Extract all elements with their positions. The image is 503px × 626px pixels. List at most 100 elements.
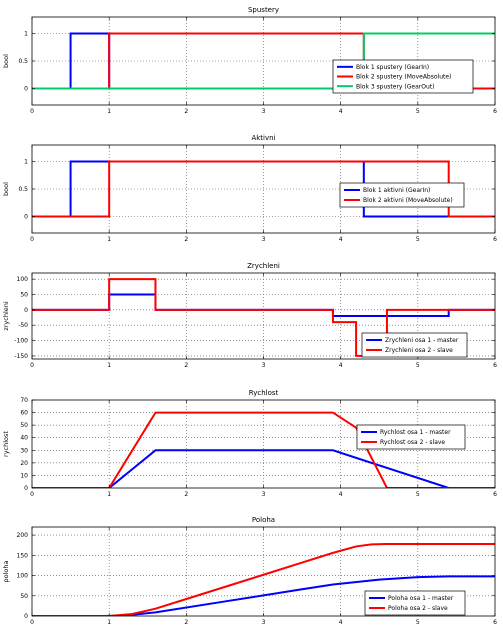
chart-title: Aktivni: [251, 134, 275, 142]
y-tick-label: 1: [24, 31, 28, 38]
x-tick-label: 5: [416, 108, 420, 115]
y-tick-label: 0: [24, 613, 28, 620]
y-tick-label: 50: [20, 422, 28, 429]
x-tick-label: 5: [416, 362, 420, 369]
x-tick-label: 6: [493, 362, 497, 369]
chart-title: Zrychleni: [247, 262, 280, 270]
x-tick-label: 1: [107, 491, 111, 498]
x-tick-label: 2: [184, 491, 188, 498]
y-tick-label: 100: [17, 573, 29, 580]
y-axis-label: bool: [2, 182, 10, 196]
x-tick-label: 4: [339, 362, 343, 369]
y-tick-label: 0: [24, 307, 28, 314]
x-tick-label: 6: [493, 619, 497, 626]
y-tick-label: 0: [24, 86, 28, 93]
x-tick-label: 6: [493, 236, 497, 243]
chart-title: Rychlost: [249, 389, 279, 397]
x-tick-label: 0: [30, 619, 34, 626]
legend-label-1: Blok 2 spustery (MoveAbsolute): [356, 74, 451, 81]
legend-box: [361, 332, 468, 358]
y-tick-label: 60: [20, 410, 28, 417]
y-tick-label: -50: [18, 322, 28, 329]
chart-1: Aktivni 0 1 2 3 4 5 6 0 0.5 1 bool Blok 1 aktivni (G…: [2, 134, 497, 243]
chart-title: Spustery: [248, 6, 279, 14]
chart-4: Poloha 0 1 2 3 4 5 6 0 50 100 150 200 poloha Poloha os…: [2, 516, 497, 626]
legend-label-1: Poloha osa 2 - slave: [388, 605, 448, 612]
chart-2: Zrychleni 0 1 2 3 4 5 6 -150 -100 -50 0 50 100 zrychle…: [2, 262, 497, 369]
legend-label-1: Blok 2 aktivni (MoveAbsolute): [363, 197, 453, 204]
x-tick-label: 6: [493, 108, 497, 115]
legend-label-0: Poloha osa 1 - master: [388, 595, 454, 602]
x-tick-label: 0: [30, 108, 34, 115]
chart-title: Poloha: [252, 516, 275, 524]
x-tick-label: 1: [107, 362, 111, 369]
x-tick-label: 0: [30, 491, 34, 498]
x-tick-label: 6: [493, 491, 497, 498]
legend: Rychlost osa 1 - master Rychlost osa 2 - …: [356, 424, 466, 450]
y-axis-label: bool: [2, 54, 10, 68]
y-tick-label: 0: [24, 485, 28, 492]
x-tick-label: 5: [416, 619, 420, 626]
y-tick-label: 100: [17, 276, 29, 283]
legend-box: [332, 59, 474, 94]
series-line-1: [32, 411, 495, 488]
legend-label-1: Rychlost osa 2 - slave: [380, 439, 445, 446]
legend: Blok 1 aktivni (GearIn) Blok 2 aktivni (M…: [339, 182, 465, 208]
x-tick-label: 4: [339, 236, 343, 243]
series-line-1: [32, 542, 495, 616]
legend-label-2: Blok 3 spustery (GearOut): [356, 83, 434, 90]
x-tick-label: 2: [184, 362, 188, 369]
x-tick-label: 3: [262, 236, 266, 243]
legend-box: [364, 590, 466, 616]
y-tick-label: 150: [17, 552, 29, 559]
y-tick-label: 0.5: [18, 58, 28, 65]
y-tick-label: 20: [20, 460, 28, 467]
x-tick-label: 0: [30, 362, 34, 369]
chart-0: Spustery 0 1 2 3 4 5 6 0 0.5 1 bool Blok 1 spustery …: [2, 6, 497, 115]
x-tick-label: 3: [262, 491, 266, 498]
x-tick-label: 3: [262, 362, 266, 369]
legend-box: [356, 424, 466, 450]
y-tick-label: 50: [20, 593, 28, 600]
x-tick-label: 2: [184, 619, 188, 626]
y-tick-label: 0.5: [18, 186, 28, 193]
x-tick-label: 2: [184, 236, 188, 243]
legend: Zrychleni osa 1 - master Zrychleni osa 2 …: [361, 332, 468, 358]
x-tick-label: 2: [184, 108, 188, 115]
y-tick-label: 10: [20, 472, 28, 479]
y-axis-label: zrychleni: [2, 301, 10, 331]
legend-label-0: Zrychleni osa 1 - master: [385, 337, 459, 344]
x-tick-label: 3: [262, 108, 266, 115]
y-tick-label: 50: [20, 292, 28, 299]
y-tick-label: -100: [14, 338, 28, 345]
legend-label-0: Blok 1 spustery (GearIn): [356, 64, 429, 71]
legend: Blok 1 spustery (GearIn) Blok 2 spustery …: [332, 59, 474, 94]
x-tick-label: 4: [339, 108, 343, 115]
y-tick-label: 70: [20, 397, 28, 404]
y-tick-label: 30: [20, 447, 28, 454]
y-tick-label: 200: [17, 532, 29, 539]
legend: Poloha osa 1 - master Poloha osa 2 - slav…: [364, 590, 466, 616]
x-tick-label: 0: [30, 236, 34, 243]
legend-label-0: Rychlost osa 1 - master: [380, 429, 451, 436]
legend-box: [339, 182, 465, 208]
y-axis-label: rychlost: [2, 431, 10, 457]
x-tick-label: 4: [339, 491, 343, 498]
x-tick-label: 1: [107, 108, 111, 115]
legend-label-0: Blok 1 aktivni (GearIn): [363, 187, 430, 194]
x-tick-label: 4: [339, 619, 343, 626]
series-line-1: [32, 160, 495, 218]
y-tick-label: 40: [20, 435, 28, 442]
series-line-0: [32, 449, 495, 488]
legend-label-1: Zrychleni osa 2 - slave: [385, 347, 453, 354]
y-tick-label: -150: [14, 353, 28, 360]
y-tick-label: 1: [24, 159, 28, 166]
y-axis-label: poloha: [2, 560, 10, 582]
y-tick-label: 0: [24, 214, 28, 221]
x-tick-label: 1: [107, 236, 111, 243]
x-tick-label: 1: [107, 619, 111, 626]
x-tick-label: 5: [416, 236, 420, 243]
x-tick-label: 3: [262, 619, 266, 626]
